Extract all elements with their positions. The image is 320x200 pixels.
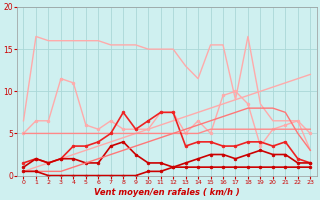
X-axis label: Vent moyen/en rafales ( km/h ): Vent moyen/en rafales ( km/h ) [94,188,240,197]
